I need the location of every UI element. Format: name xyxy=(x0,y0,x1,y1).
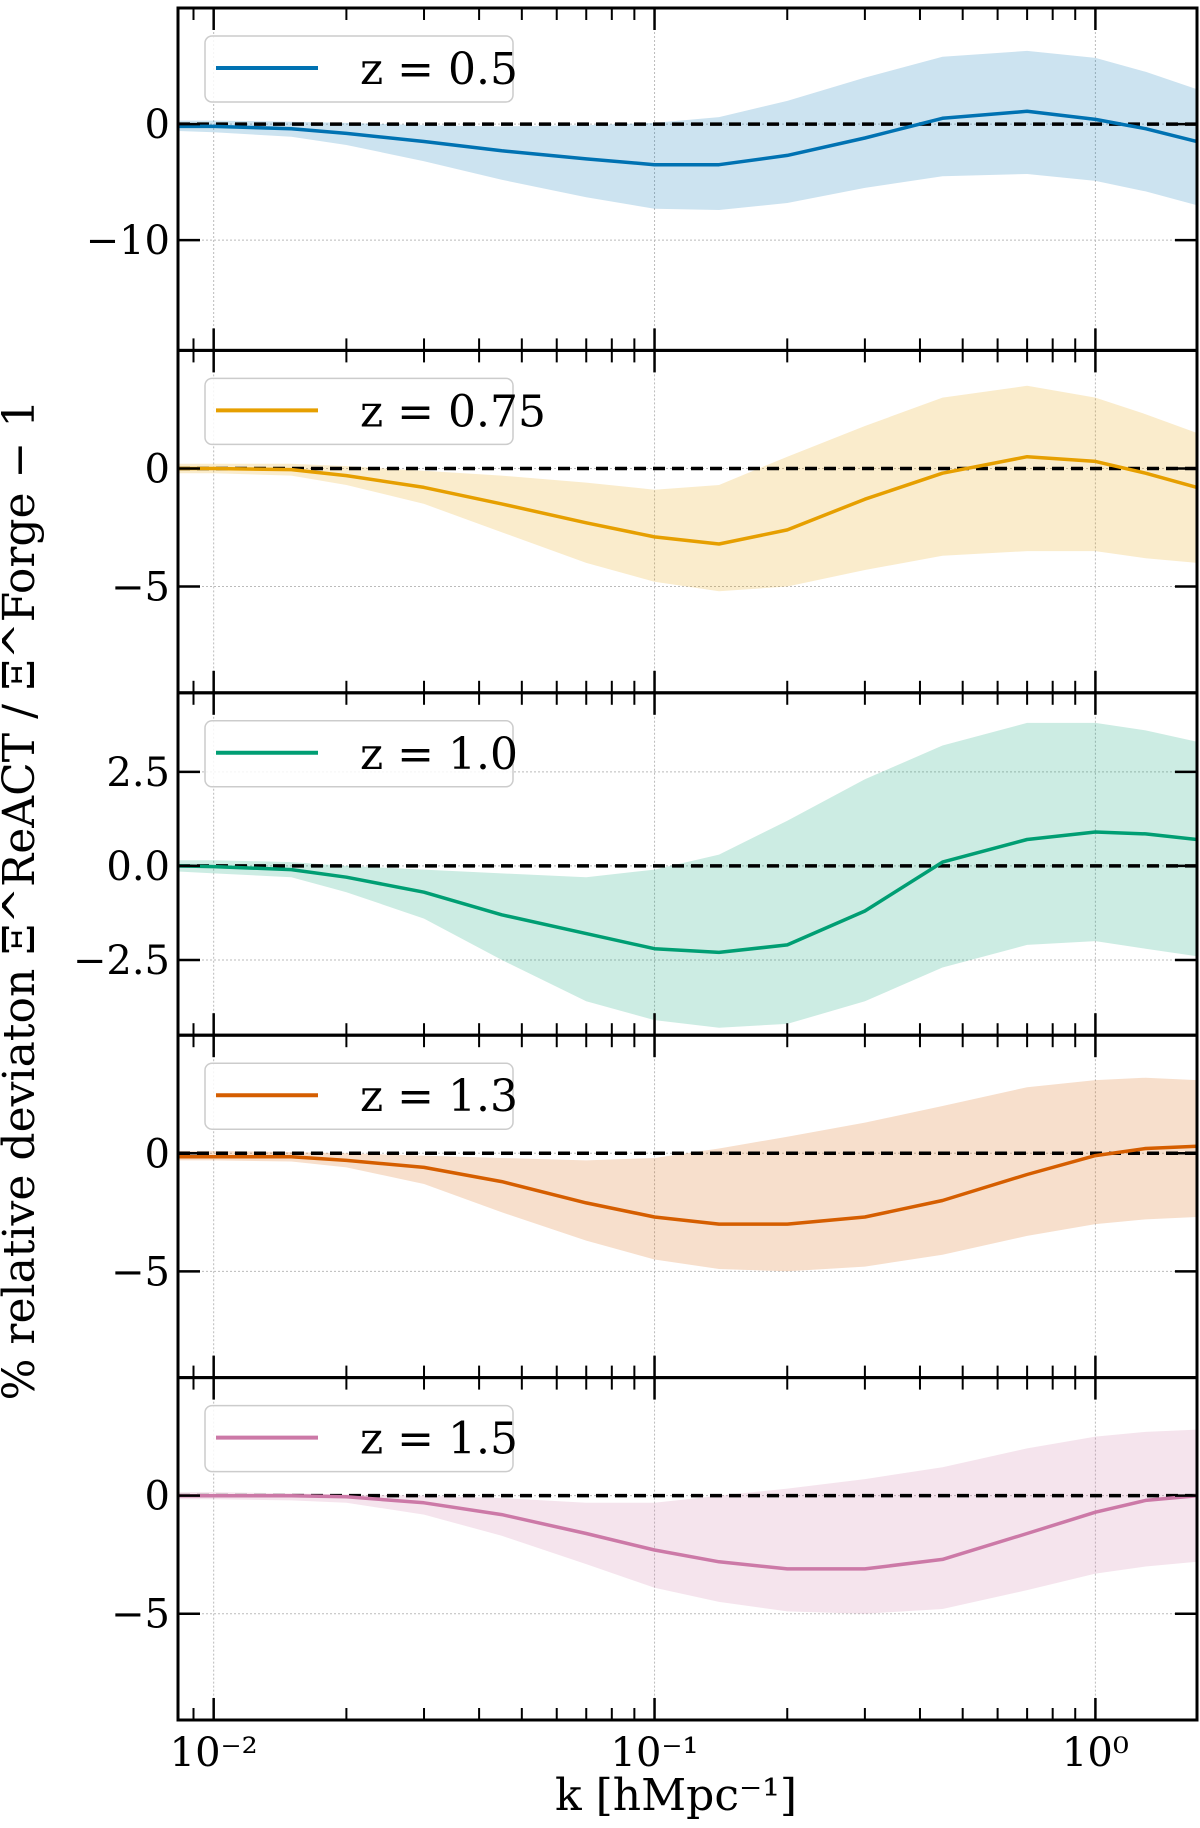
plot-area xyxy=(178,1035,1197,1378)
series-line xyxy=(178,830,1197,955)
series-line xyxy=(178,1493,1197,1571)
series-line xyxy=(178,109,1197,167)
panel-1: 0 −10 z = 0.5 xyxy=(86,6,1199,352)
panel-5: 0 −5 z = 1.5 xyxy=(111,1376,1199,1722)
legend: z = 0.75 xyxy=(204,377,546,446)
legend-label: z = 0.5 xyxy=(360,44,518,95)
y-tick-label: −5 xyxy=(111,1592,170,1638)
x-axis-label: k [hMpc⁻¹] xyxy=(555,1770,797,1821)
x-tick-label: 10⁰ xyxy=(1062,1730,1129,1776)
legend-box xyxy=(204,1404,514,1473)
y-tick-label: 0.0 xyxy=(106,844,170,890)
legend: z = 1.3 xyxy=(204,1062,518,1130)
series-line xyxy=(178,1144,1197,1226)
panel-3: 2.5 0.0 −2.5 z = 1.0 xyxy=(73,691,1199,1037)
uncertainty-band xyxy=(178,385,1197,592)
y-tick-label: 0 xyxy=(145,446,170,492)
panels: 0 −10 z = 0.5 0 −5 z = 0.75 2.5 0.0 −2.5 z = 1.0 0… xyxy=(73,6,1199,1776)
uncertainty-band xyxy=(178,1429,1197,1614)
legend-box xyxy=(204,720,514,788)
legend: z = 1.5 xyxy=(204,1404,518,1473)
uncertainty-band xyxy=(178,722,1197,1028)
panel-4: 0 −5 z = 1.3 xyxy=(111,1033,1199,1380)
x-tick-label: 10⁻² xyxy=(170,1730,258,1776)
legend-label: z = 1.5 xyxy=(360,1414,518,1465)
y-tick-label: −5 xyxy=(111,1249,170,1295)
legend: z = 0.5 xyxy=(204,35,518,103)
legend-label: z = 1.0 xyxy=(360,729,518,780)
legend-label: z = 0.75 xyxy=(360,386,546,437)
legend-label: z = 1.3 xyxy=(360,1071,518,1122)
y-tick-label: 0 xyxy=(145,102,170,148)
y-tick-label: −5 xyxy=(111,565,170,611)
y-tick-label: 0 xyxy=(145,1474,170,1520)
y-tick-label: −10 xyxy=(86,218,170,264)
x-tick-label: 10⁻¹ xyxy=(611,1730,699,1776)
y-tick-label: −2.5 xyxy=(73,938,170,984)
panel-2: 0 −5 z = 0.75 xyxy=(111,348,1199,695)
legend-box xyxy=(204,377,514,446)
legend-box xyxy=(204,35,514,103)
legend: z = 1.0 xyxy=(204,720,518,788)
legend-box xyxy=(204,1062,514,1130)
y-tick-label: 0 xyxy=(145,1131,170,1177)
panel-frame xyxy=(176,1376,1199,1722)
uncertainty-band xyxy=(178,1077,1197,1272)
plot-area xyxy=(178,1377,1197,1720)
plot-area xyxy=(178,350,1197,693)
uncertainty-band xyxy=(178,50,1197,211)
y-tick-label: 2.5 xyxy=(106,750,170,796)
series-line xyxy=(178,454,1197,546)
y-axis-label: % relative deviaton Ξ^ReACT / Ξ^Forge − … xyxy=(0,400,45,1401)
